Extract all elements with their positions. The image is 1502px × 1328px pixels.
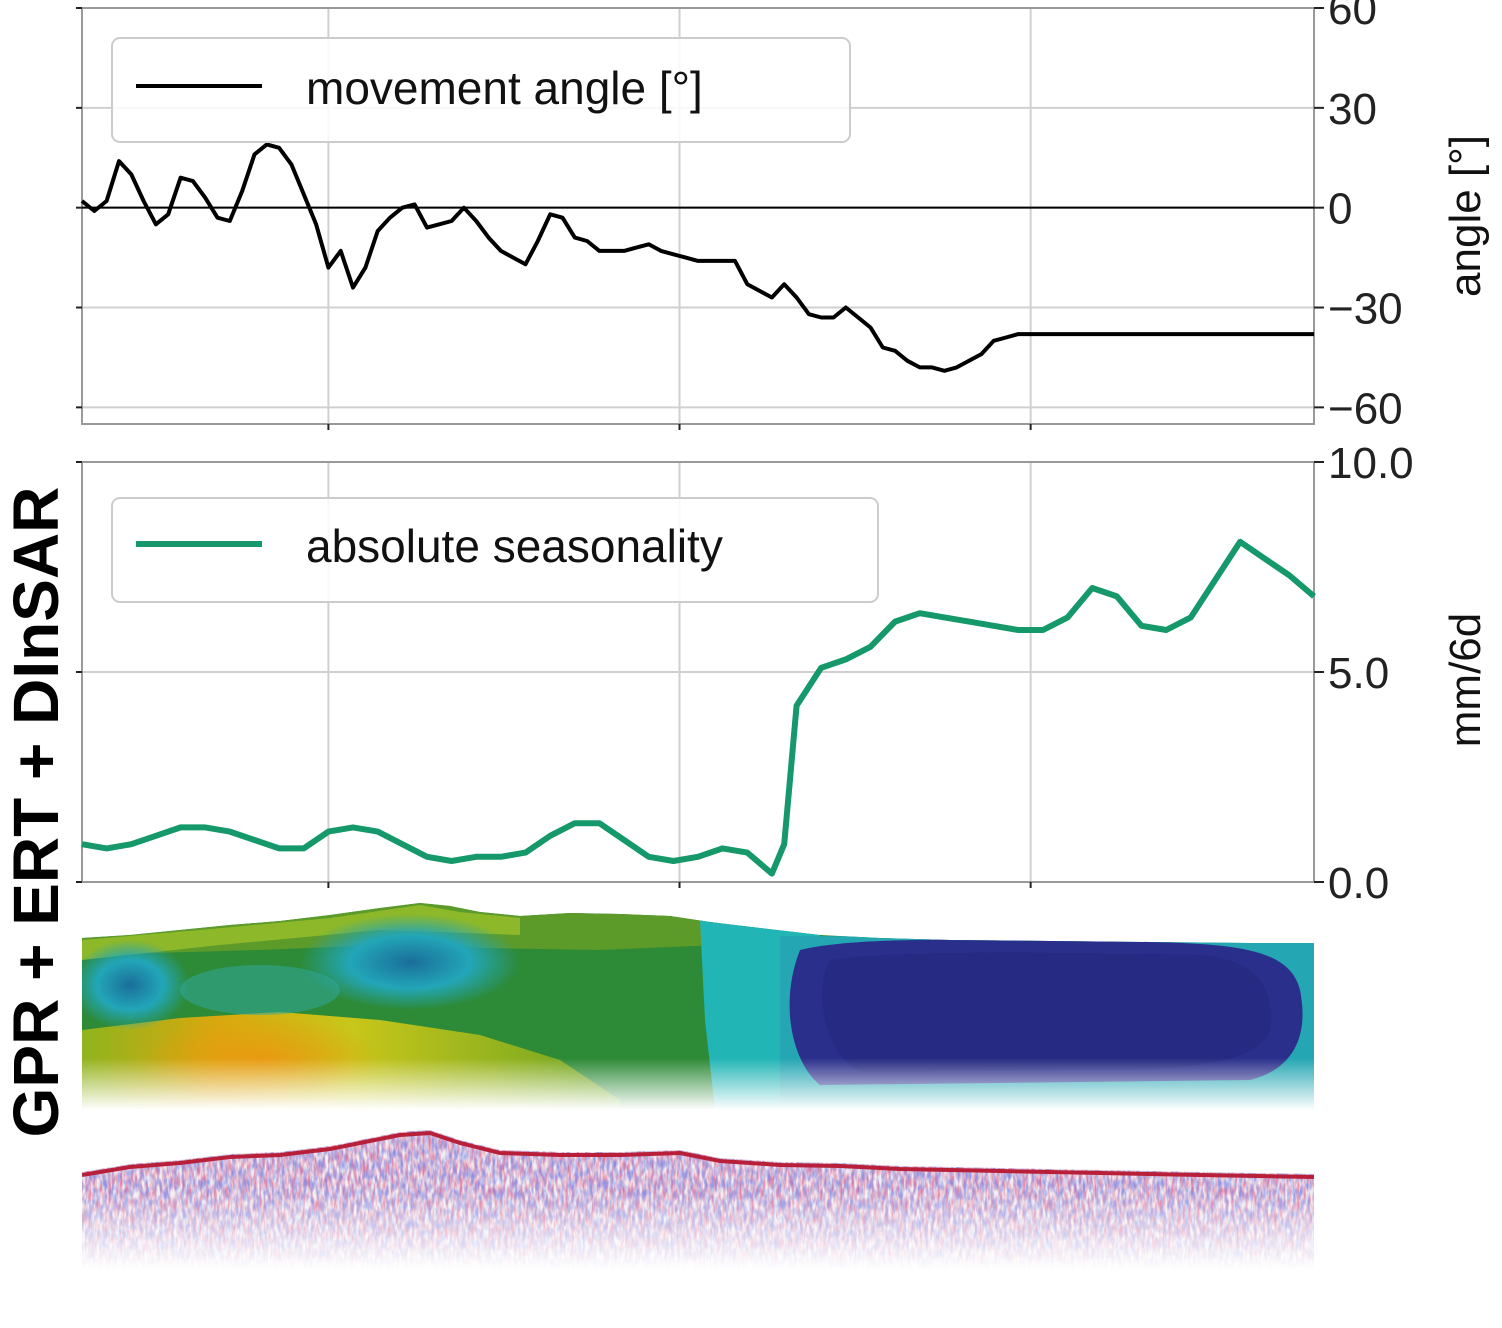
angle-y-axis-label: angle [°] — [1441, 135, 1490, 297]
angle-legend-label: movement angle [°] — [306, 62, 703, 114]
y-tick-label: 0.0 — [1328, 859, 1389, 908]
y-tick-label: 60 — [1328, 0, 1377, 34]
seasonality-legend-box — [111, 497, 879, 603]
y-tick-label: 10.0 — [1328, 439, 1414, 488]
seasonality-y-ticks: 0.0 5.0 10.0 — [76, 439, 1414, 908]
seasonality-legend-label: absolute seasonality — [306, 520, 723, 572]
y-tick-label: −30 — [1328, 285, 1403, 334]
seasonality-series-line — [81, 538, 1316, 877]
angle-series-line — [80, 142, 1314, 373]
angle-legend: movement angle [°] — [111, 37, 851, 143]
y-tick-label: 5.0 — [1328, 649, 1389, 698]
ert-section — [82, 903, 1314, 1110]
side-title: GPR + ERT + DInSAR — [0, 487, 72, 1138]
y-tick-label: 30 — [1328, 85, 1377, 134]
seasonality-panel: 0.0 5.0 10.0 absolute seasonality mm/6d — [76, 439, 1490, 908]
y-tick-label: 0 — [1328, 185, 1352, 234]
y-tick-label: −60 — [1328, 384, 1403, 433]
angle-panel-frame — [81, 7, 1315, 425]
seasonality-legend: absolute seasonality — [111, 497, 879, 603]
seasonality-y-axis-label: mm/6d — [1441, 613, 1490, 747]
angle-panel: 60 30 0 −30 −60 movement angle [°] angle [°] — [76, 0, 1490, 433]
angle-y-ticks: 60 30 0 −30 −60 — [76, 0, 1403, 433]
angle-legend-box — [111, 37, 851, 143]
gpr-section — [82, 1130, 1314, 1270]
